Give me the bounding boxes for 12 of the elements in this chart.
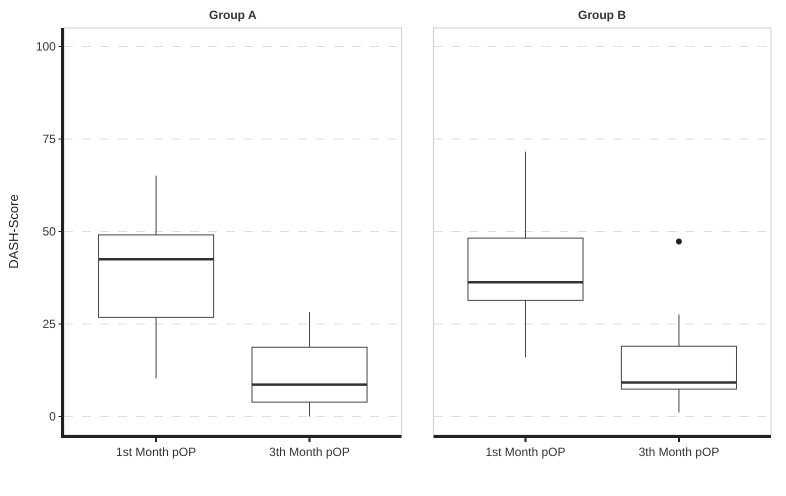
x-tick-label: 3th Month pOP [638,445,720,460]
x-tick-label: 1st Month pOP [116,445,196,460]
y-tick-label: 25 [42,317,56,332]
y-tick-label: 0 [49,410,56,424]
y-tick-label: 75 [42,132,56,146]
chart-title: Group B [578,8,626,22]
x-tick-label: 3th Month pOP [269,445,350,460]
x-tick-label: 1st Month pOP [485,445,566,460]
y-tick-label: 100 [36,40,56,54]
chart-title: Group A [209,8,257,22]
y-tick-label: 50 [42,224,56,239]
y-axis-title: DASH-Score [6,194,21,269]
